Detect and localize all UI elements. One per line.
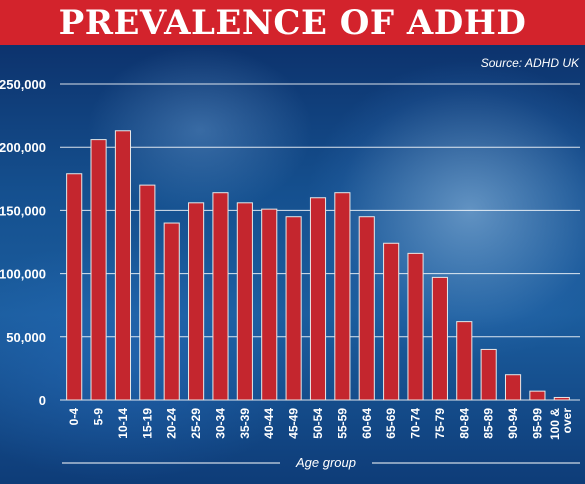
bar: [236, 202, 253, 401]
bar: [90, 139, 107, 401]
bar: [114, 130, 132, 401]
y-tick-label: 150,000: [0, 203, 46, 218]
x-tick-label: 40-44: [262, 408, 276, 439]
x-tick-label: 45-49: [287, 408, 301, 439]
x-tick-label: 85-89: [482, 408, 496, 439]
bar: [285, 216, 302, 401]
x-tick-label: 35-39: [238, 408, 252, 439]
title-bar: PREVALENCE OF ADHD: [0, 0, 585, 45]
bar: [431, 276, 448, 401]
bar: [309, 197, 327, 401]
bar: [456, 321, 473, 401]
bar: [188, 202, 205, 401]
x-tick-label: 0-4: [67, 408, 81, 426]
x-tick-label: 15-19: [140, 408, 154, 439]
bar: [261, 208, 278, 401]
x-tick-label: 55-59: [335, 408, 349, 439]
bar: [504, 374, 522, 401]
x-tick-label: 80-84: [457, 408, 471, 439]
x-tick-label: 90-94: [506, 408, 520, 439]
y-tick-label: 0: [39, 393, 46, 408]
x-tick-label: 30-34: [213, 408, 227, 439]
x-axis-label: Age group: [295, 455, 356, 470]
y-tick-label: 50,000: [6, 330, 46, 345]
x-tick-label: 70-74: [409, 408, 423, 439]
bar: [480, 348, 497, 401]
bar: [139, 184, 156, 401]
x-tick-label: 100 &: [548, 408, 562, 440]
x-tick-label: 50-54: [311, 408, 325, 439]
bar: [163, 222, 180, 401]
y-tick-label: 100,000: [0, 267, 46, 282]
x-tick-label: over: [560, 408, 574, 434]
y-tick-label: 250,000: [0, 77, 46, 92]
x-tick-label: 65-69: [384, 408, 398, 439]
x-tick-label: 75-79: [433, 408, 447, 439]
bar: [358, 216, 375, 401]
bar: [383, 242, 400, 401]
bar: [553, 396, 570, 401]
bar: [66, 173, 83, 401]
bar: [529, 390, 546, 401]
chart-title: PREVALENCE OF ADHD: [58, 2, 527, 43]
x-tick-label: 25-29: [189, 408, 203, 439]
x-tick-label: 20-24: [165, 408, 179, 439]
source-label: Source: ADHD UK: [480, 56, 579, 70]
bar: [212, 192, 229, 401]
bar: [334, 192, 351, 401]
x-tick-label: 95-99: [530, 408, 544, 439]
bar: [407, 252, 424, 401]
x-tick-label: 10-14: [116, 408, 130, 439]
x-tick-label: 60-64: [360, 408, 374, 439]
y-tick-label: 200,000: [0, 140, 46, 155]
x-tick-label: 5-9: [92, 408, 106, 426]
